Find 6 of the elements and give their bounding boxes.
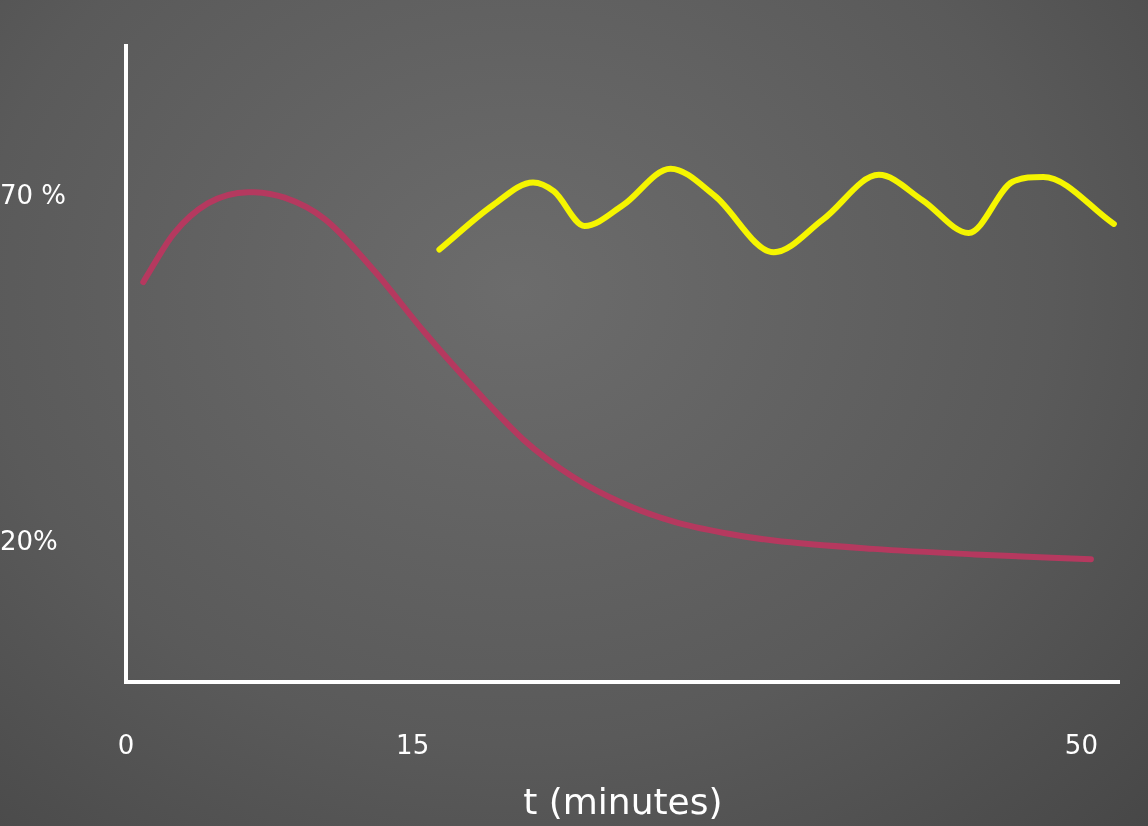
y-tick-label: 70 %	[0, 180, 67, 211]
x-tick-label: 50	[1064, 729, 1098, 760]
x-axis-title: t (minutes)	[523, 780, 723, 822]
y-tick-label: 20%	[0, 526, 58, 557]
x-tick-label: 0	[117, 729, 135, 760]
x-tick-label: 15	[396, 729, 430, 760]
